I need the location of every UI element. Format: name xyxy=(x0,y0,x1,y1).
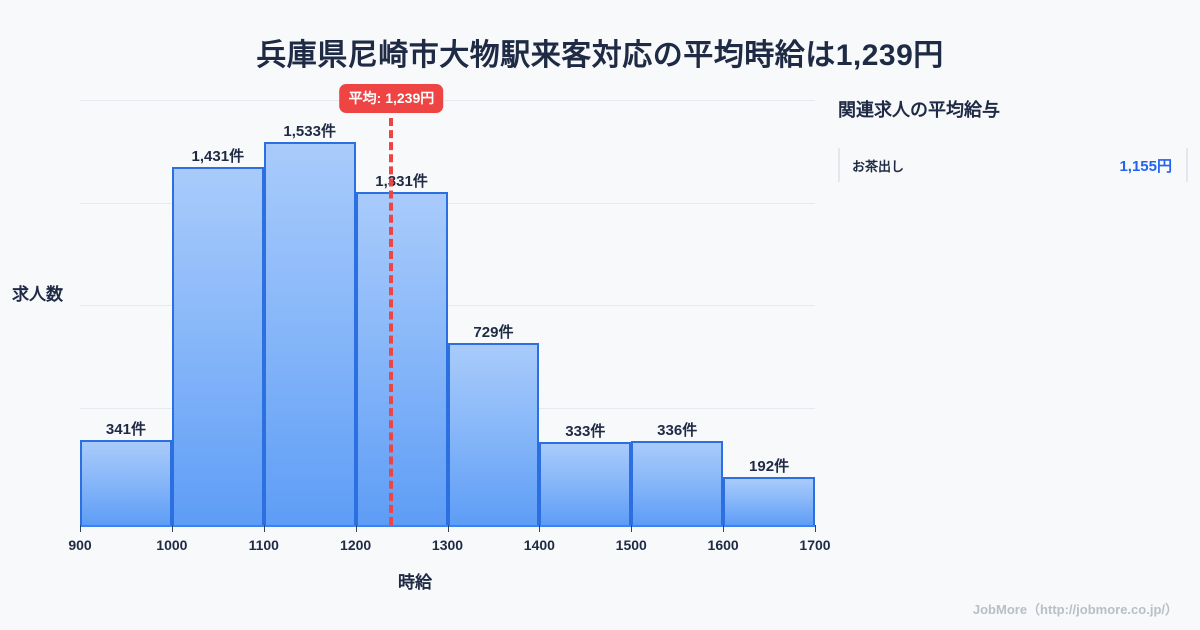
x-axis-tick xyxy=(631,525,633,532)
x-axis-tick xyxy=(815,525,816,532)
histogram-bar[interactable] xyxy=(355,192,448,525)
related-salary-panel: 関連求人の平均給与 お茶出し 1,155円 xyxy=(838,96,1188,182)
x-axis-tick-label: 1000 xyxy=(156,537,188,553)
bar-value-label: 1,331件 xyxy=(375,173,428,191)
gridline xyxy=(80,203,815,204)
histogram-bar[interactable] xyxy=(171,167,264,525)
x-axis-tick xyxy=(80,525,81,532)
bar-value-label: 1,431件 xyxy=(191,148,245,166)
related-salary-title: 関連求人の平均給与 xyxy=(838,100,1000,120)
footer-watermark: JobMore（http://jobmore.co.jp/） xyxy=(972,602,1178,617)
salary-row-name: お茶出し xyxy=(852,158,905,174)
x-axis-tick-label: 1600 xyxy=(707,537,739,553)
x-axis-tick xyxy=(447,525,449,532)
salary-row-value: 1,155円 xyxy=(1119,157,1172,175)
bar-value-label: 336件 xyxy=(657,422,698,439)
y-axis-title: 求人数 xyxy=(12,285,63,304)
x-axis-tick xyxy=(355,525,357,532)
bar-value-label: 341件 xyxy=(105,420,146,438)
page-title: 兵庫県尼崎市大物駅来客対応の平均時給は1,239円 xyxy=(256,39,944,72)
gridline xyxy=(80,100,815,101)
histogram-bar[interactable] xyxy=(263,141,356,525)
bar-value-label: 1,533件 xyxy=(283,122,336,140)
histogram-bar[interactable] xyxy=(631,441,724,525)
histogram-bar[interactable] xyxy=(80,439,172,525)
x-axis-tick xyxy=(723,525,725,532)
histogram-chart: 求人数 341件 1,431件 1,533件 1,331件 729件 333件 336件 19… xyxy=(0,84,831,610)
bar-value-label: 729件 xyxy=(473,323,514,341)
related-salary-list: お茶出し 1,155円 xyxy=(838,148,1188,182)
x-axis-tick-label: 1700 xyxy=(799,537,831,553)
gridline xyxy=(80,305,815,306)
x-axis-title: 時給 xyxy=(398,573,432,592)
x-axis-tick-label: 900 xyxy=(68,537,92,553)
x-axis-tick-label: 1300 xyxy=(431,537,464,553)
x-axis-tick xyxy=(539,525,541,532)
x-axis-tick-label: 1500 xyxy=(615,537,647,553)
salary-row[interactable]: お茶出し 1,155円 xyxy=(838,148,1188,182)
x-axis-tick-label: 1400 xyxy=(523,537,555,553)
plot-area: 341件 1,431件 1,533件 1,331件 729件 333件 336件 192件 90… xyxy=(68,84,831,553)
x-axis-tick-label: 1200 xyxy=(340,537,372,553)
bar-value-label: 192件 xyxy=(749,458,790,475)
histogram-bar[interactable] xyxy=(447,342,540,525)
bar-value-label: 333件 xyxy=(565,422,606,440)
histogram-bar[interactable] xyxy=(539,441,632,525)
x-axis-tick xyxy=(171,525,173,532)
histogram-bar[interactable] xyxy=(723,477,815,525)
x-axis-tick xyxy=(263,525,265,532)
average-badge[interactable]: 平均: 1,239円 xyxy=(339,84,444,113)
average-line xyxy=(389,118,394,525)
x-axis-tick-label: 1100 xyxy=(248,537,279,553)
